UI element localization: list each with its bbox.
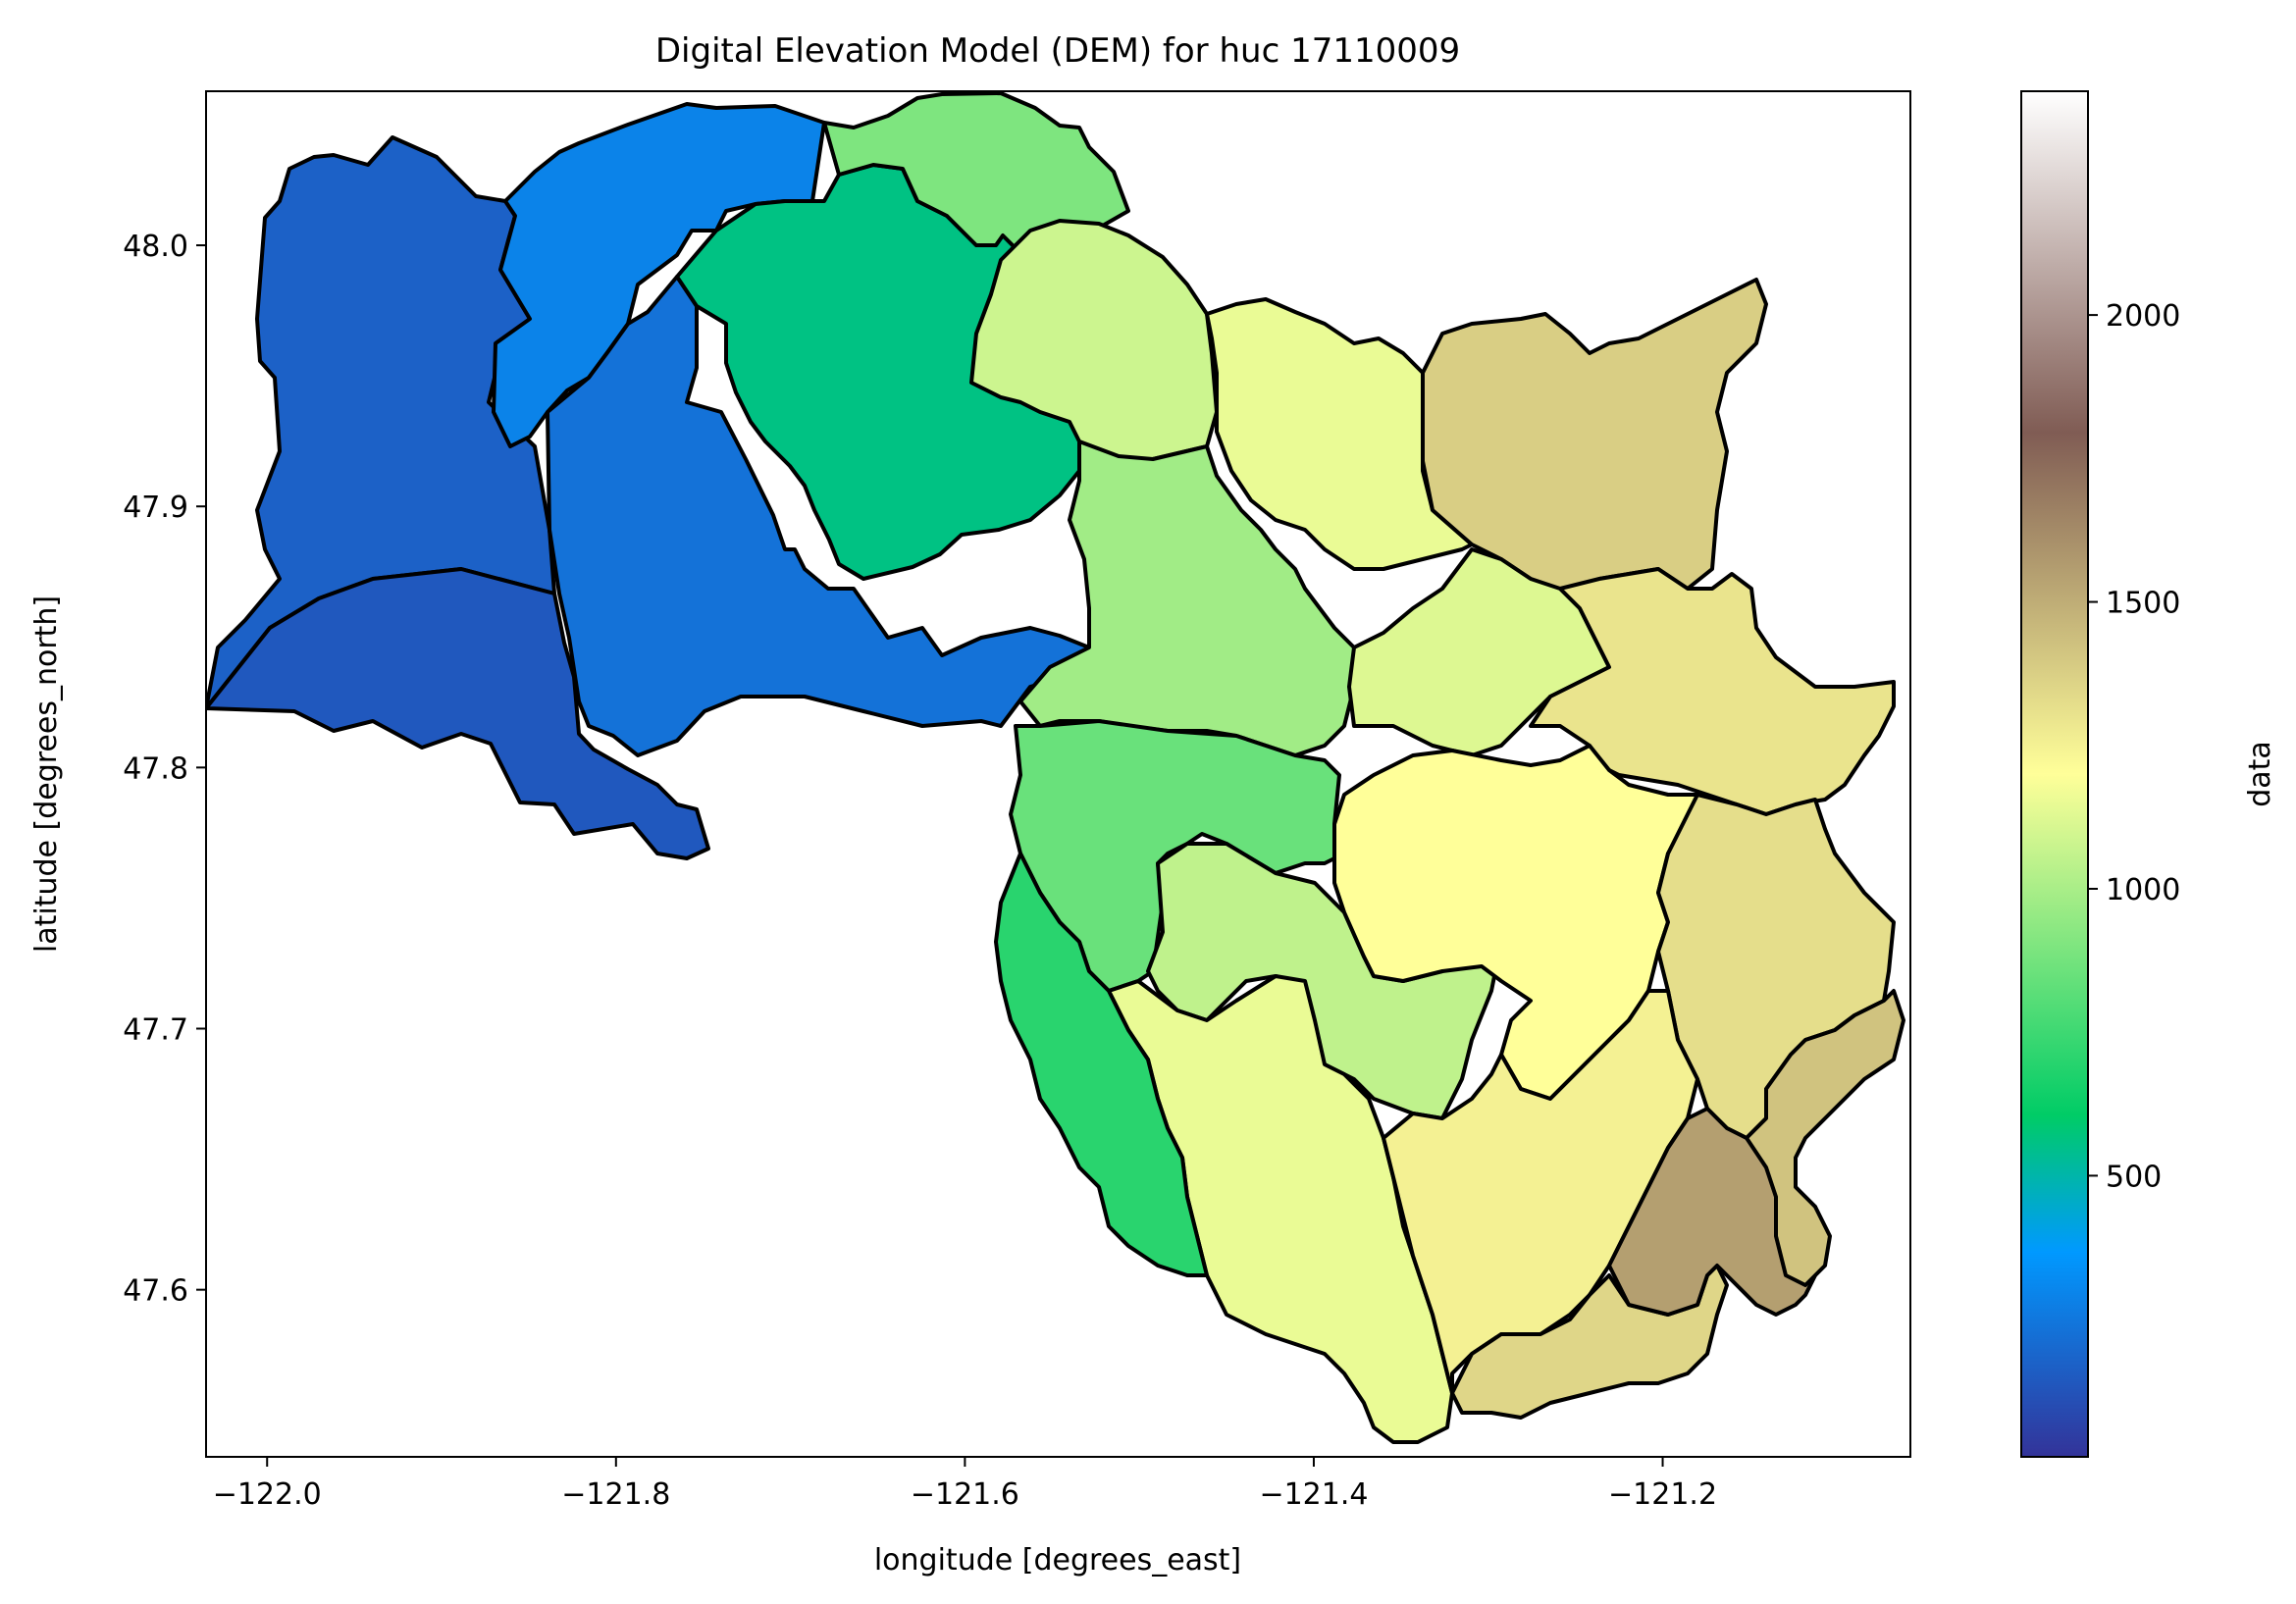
- x-tick-label: −121.4: [1259, 1477, 1368, 1512]
- axes-frame: [205, 90, 1911, 1458]
- colorbar-tick-label: 500: [2106, 1160, 2162, 1194]
- subbasin-west-lowland: [206, 135, 556, 710]
- colorbar-label: data: [2243, 741, 2277, 807]
- colorbar-ticks: 500 1000 1500 2000: [2088, 299, 2180, 1194]
- subbasin-upper-northeast: [1205, 297, 1474, 571]
- x-tick-label: −121.2: [1608, 1477, 1717, 1512]
- y-tick-label: 47.8: [123, 751, 188, 786]
- colorbar-tick-label: 2000: [2106, 299, 2180, 334]
- subbasin-south-tip: [1450, 1264, 1729, 1420]
- subbasin-east-lower: [1745, 989, 1905, 1287]
- subbasin-east-middle: [1529, 567, 1896, 816]
- x-tick-label: −122.0: [213, 1477, 322, 1512]
- subbasin-central-valley-mid: [994, 852, 1209, 1277]
- y-tick-label: 47.9: [123, 491, 188, 525]
- subbasin-southwest-valley: [206, 567, 710, 860]
- x-axis-label: longitude [degrees_east]: [874, 1543, 1241, 1578]
- y-tick-label: 47.7: [123, 1013, 188, 1048]
- chart-title: Digital Elevation Model (DEM) for huc 17…: [655, 31, 1460, 71]
- x-tick-label: −121.6: [911, 1477, 1019, 1512]
- y-tick-label: 47.6: [123, 1274, 188, 1309]
- subbasin-north-peak: [822, 91, 1130, 265]
- y-axis-label: latitude [degrees_north]: [29, 595, 64, 953]
- colorbar-tick-label: 1000: [2106, 873, 2180, 907]
- x-axis: −122.0 −121.8 −121.6 −121.4 −121.2: [213, 1457, 1717, 1512]
- y-tick-label: 48.0: [123, 230, 188, 264]
- colorbar: [2020, 90, 2089, 1458]
- x-tick-label: −121.8: [561, 1477, 670, 1512]
- map-area: [206, 91, 1905, 1444]
- colorbar-tick-label: 1500: [2106, 587, 2180, 621]
- subbasin-center-lowland: [546, 275, 1091, 757]
- y-axis: 47.6 47.7 47.8 47.9 48.0: [123, 230, 206, 1309]
